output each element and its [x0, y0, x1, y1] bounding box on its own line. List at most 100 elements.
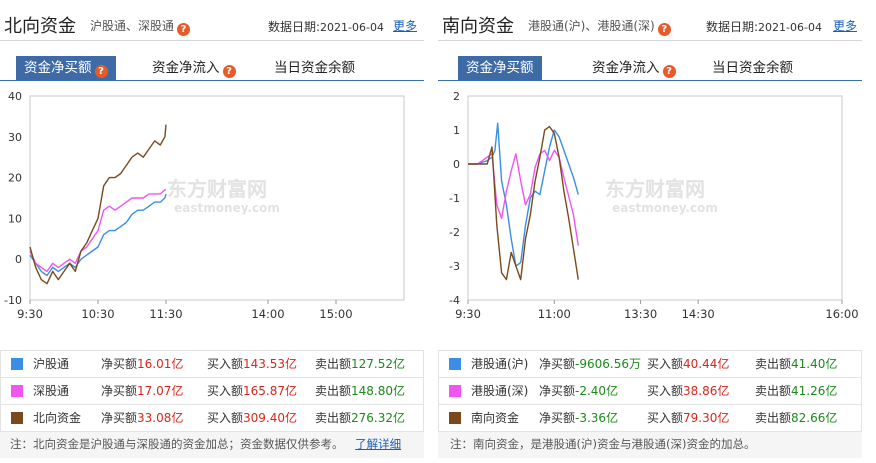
tab-net-buy[interactable]: 资金净买额?: [16, 56, 116, 80]
legend-name: 港股通(沪): [471, 357, 529, 371]
net-buy: 净买额-2.40亿: [539, 384, 619, 398]
tab-net-inflow[interactable]: 资金净流入?: [592, 56, 676, 80]
north-panel: 北向资金 沪股通、深股通? 数据日期:2021-06-04 更多 资金净买额? …: [0, 0, 424, 463]
watermark: 东方财富网: [167, 177, 267, 201]
footnote: 注：南向资金，是港股通(沪)资金与港股通(深)资金的加总。: [438, 432, 862, 458]
sell-amount: 卖出额82.66亿: [755, 411, 838, 425]
x-tick-label: 9:30: [455, 307, 481, 321]
legend-row: 港股通(深) 净买额-2.40亿 买入额38.86亿 卖出额41.26亿: [438, 377, 862, 404]
legend-row: 北向资金 净买额33.08亿 买入额309.40亿 卖出额276.32亿: [0, 404, 424, 432]
help-icon[interactable]: ?: [657, 23, 671, 36]
data-date: 数据日期:2021-06-04: [268, 20, 384, 34]
buy-amount: 买入额38.86亿: [647, 384, 730, 398]
footnote: 注：北向资金是沪股通与深股通的资金加总；资金数据仅供参考。 了解详细: [0, 432, 424, 458]
x-tick-label: 9:30: [17, 307, 43, 321]
tab-net-inflow[interactable]: 资金净流入?: [152, 56, 236, 80]
x-tick-label: 10:30: [81, 307, 114, 321]
x-tick-label: 16:00: [825, 307, 858, 321]
legend-name: 南向资金: [471, 411, 520, 425]
x-tick-label: 13:30: [624, 307, 657, 321]
legend-table: 沪股通 净买额16.01亿 买入额143.53亿 卖出额127.52亿 深股通 …: [0, 350, 424, 432]
tab-net-buy[interactable]: 资金净买额: [458, 56, 542, 80]
y-tick-label: 1: [453, 124, 460, 137]
south-chart: 东方财富网 eastmoney.com 2 1 0 -1 -2 -3 -4 9:30 11:00 13…: [438, 84, 862, 330]
y-tick-label: 10: [8, 212, 22, 225]
tab-bar: 资金净买额 资金净流入? 当日资金余额: [438, 56, 862, 80]
x-tick-label: 14:30: [682, 307, 715, 321]
help-icon[interactable]: ?: [177, 23, 191, 36]
y-tick-label: 0: [453, 158, 460, 171]
legend-swatch: [449, 412, 461, 424]
series-line: [29, 193, 167, 277]
south-panel: 南向资金 港股通(沪)、港股通(深)? 数据日期:2021-06-04 更多 资…: [438, 0, 862, 463]
legend-swatch: [11, 358, 23, 370]
legend-row: 深股通 净买额17.07亿 买入额165.87亿 卖出额148.80亿: [0, 377, 424, 404]
legend-swatch: [449, 358, 461, 370]
help-icon[interactable]: ?: [94, 65, 108, 78]
y-tick-label: -3: [449, 260, 460, 273]
tab-underline: [0, 80, 424, 81]
legend-swatch: [11, 385, 23, 397]
more-link[interactable]: 更多: [393, 19, 418, 33]
legend-table: 港股通(沪) 净买额-9606.56万 买入额40.44亿 卖出额41.40亿 …: [438, 350, 862, 432]
panel-header: 南向资金 港股通(沪)、港股通(深)? 数据日期:2021-06-04 更多: [438, 0, 862, 41]
buy-amount: 买入额40.44亿: [647, 357, 730, 371]
legend-row: 港股通(沪) 净买额-9606.56万 买入额40.44亿 卖出额41.40亿: [438, 350, 862, 377]
series-line: [29, 124, 167, 285]
sell-amount: 卖出额41.40亿: [755, 357, 838, 371]
x-tick-label: 14:00: [251, 307, 284, 321]
net-buy: 净买额17.07亿: [101, 384, 184, 398]
data-date: 数据日期:2021-06-04: [706, 20, 822, 34]
sell-amount: 卖出额276.32亿: [315, 411, 406, 425]
x-tick-label: 11:30: [149, 307, 182, 321]
more-link[interactable]: 更多: [833, 19, 858, 33]
panel-title: 南向资金: [442, 16, 514, 37]
buy-amount: 买入额143.53亿: [207, 357, 298, 371]
panel-subtitle: 港股通(沪)、港股通(深)?: [528, 17, 671, 36]
legend-name: 港股通(深): [471, 384, 529, 398]
legend-swatch: [11, 412, 23, 424]
x-tick-label: 15:00: [319, 307, 352, 321]
legend-row: 沪股通 净买额16.01亿 买入额143.53亿 卖出额127.52亿: [0, 350, 424, 377]
help-icon[interactable]: ?: [662, 65, 676, 78]
y-tick-label: -2: [449, 226, 460, 239]
y-tick-label: -1: [449, 192, 460, 205]
y-tick-label: -4: [449, 294, 460, 307]
y-tick-label: 2: [453, 90, 460, 103]
legend-name: 深股通: [33, 384, 70, 398]
y-tick-label: 20: [8, 172, 22, 185]
series-line: [468, 125, 579, 281]
net-buy: 净买额-9606.56万: [539, 357, 641, 371]
legend-name: 沪股通: [33, 357, 70, 371]
tab-balance[interactable]: 当日资金余额: [274, 60, 355, 76]
net-buy: 净买额-3.36亿: [539, 411, 619, 425]
net-buy: 净买额33.08亿: [101, 411, 184, 425]
sell-amount: 卖出额41.26亿: [755, 384, 838, 398]
panel-header: 北向资金 沪股通、深股通? 数据日期:2021-06-04 更多: [0, 0, 424, 41]
plot-area: [29, 95, 405, 301]
north-chart: 东方财富网 eastmoney.com 40 30 20 10 0 -10 9:30 10:30 1…: [0, 84, 424, 330]
y-tick-label: -10: [4, 294, 22, 307]
y-tick-label: 30: [8, 131, 22, 144]
tab-underline: [438, 80, 862, 81]
sell-amount: 卖出额148.80亿: [315, 384, 406, 398]
help-icon[interactable]: ?: [222, 65, 236, 78]
panel-subtitle: 沪股通、深股通?: [90, 17, 191, 36]
learn-more-link[interactable]: 了解详细: [355, 437, 402, 451]
y-tick-label: 40: [8, 90, 22, 103]
legend-row: 南向资金 净买额-3.36亿 买入额79.30亿 卖出额82.66亿: [438, 404, 862, 432]
watermark-sub: eastmoney.com: [174, 201, 280, 215]
legend-swatch: [449, 385, 461, 397]
net-buy: 净买额16.01亿: [101, 357, 184, 371]
buy-amount: 买入额309.40亿: [207, 411, 298, 425]
watermark-sub: eastmoney.com: [612, 201, 718, 215]
sell-amount: 卖出额127.52亿: [315, 357, 406, 371]
series-line: [468, 122, 579, 267]
tab-balance[interactable]: 当日资金余额: [712, 60, 793, 76]
x-tick-label: 11:00: [538, 307, 571, 321]
panel-title: 北向资金: [4, 16, 76, 37]
legend-name: 北向资金: [33, 411, 82, 425]
series-line: [29, 189, 166, 273]
